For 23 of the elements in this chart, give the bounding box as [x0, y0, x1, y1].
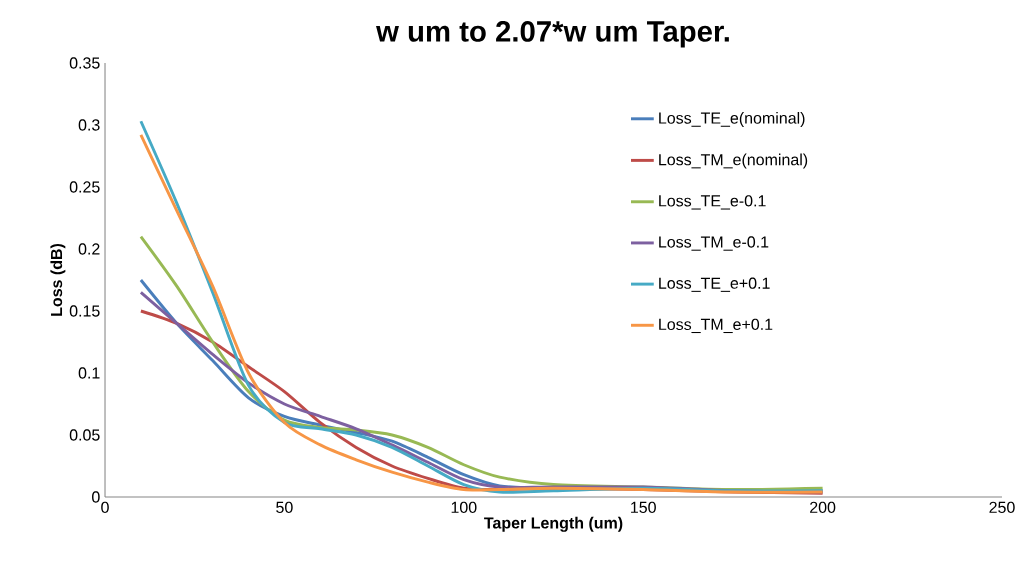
legend-label: Loss_TM_e+0.1 — [659, 318, 773, 334]
x-axis-title: Taper Length (um) — [484, 516, 623, 532]
legend-label: Loss_TM_e-0.1 — [659, 236, 769, 251]
y-tick-label: 0.35 — [69, 57, 100, 69]
y-tick-label: 0.1 — [78, 367, 100, 379]
x-tick-label: 0 — [101, 501, 109, 514]
x-tick-label: 150 — [631, 501, 656, 514]
x-tick-label: 50 — [276, 501, 293, 514]
chart-title: w um to 2.07*w um Taper. — [376, 21, 729, 48]
y-tick-label: 0.2 — [78, 243, 100, 255]
legend-label: Loss_TE_e+0.1 — [659, 277, 770, 292]
y-tick-label: 0.25 — [69, 181, 100, 193]
legend-label: Loss_TE_e-0.1 — [659, 195, 766, 210]
x-tick-label: 200 — [810, 501, 836, 514]
legend-label: Loss_TE_e(nominal) — [659, 112, 805, 127]
y-tick-label: 0.05 — [69, 429, 100, 441]
legend-label: Loss_TM_e(nominal) — [659, 153, 808, 169]
y-tick-label: 0.3 — [78, 119, 100, 131]
x-tick-label: 100 — [451, 501, 477, 514]
y-tick-label: 0.15 — [69, 305, 100, 317]
x-tick-label: 250 — [989, 501, 1015, 514]
y-axis-title: Loss (dB) — [50, 243, 66, 316]
y-tick-label: 0 — [92, 491, 100, 503]
